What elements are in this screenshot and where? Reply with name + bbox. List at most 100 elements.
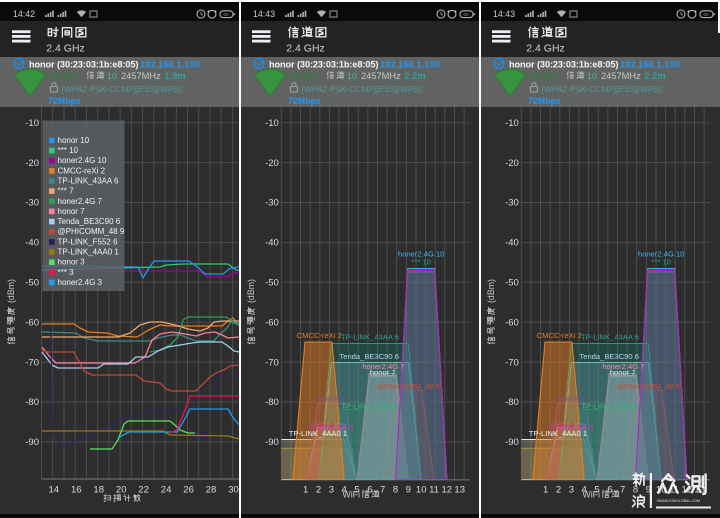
svg-text:10: 10 [107, 71, 117, 81]
svg-text:2.2m: 2.2m [645, 71, 666, 81]
svg-text:[WPA2-PSK-CCMP][ESS][WPS]: [WPA2-PSK-CCMP][ESS][WPS] [301, 84, 423, 94]
svg-text:TP-LINK_F552 6: TP-LINK_F552 6 [581, 402, 638, 411]
svg-text:honer2.4G 10: honer2.4G 10 [398, 250, 444, 259]
svg-text:-50: -50 [505, 278, 519, 289]
svg-text:5: 5 [594, 485, 599, 496]
svg-text:honor 3: honor 3 [559, 394, 585, 403]
svg-text:@PHICOMM_48 9: @PHICOMM_48 9 [58, 227, 125, 236]
svg-text:-60: -60 [505, 317, 519, 328]
svg-text:honer2.4G 3: honer2.4G 3 [551, 423, 593, 432]
svg-text:2: 2 [316, 485, 321, 496]
svg-text:TP-LINK_4AA0 1: TP-LINK_4AA0 1 [289, 429, 347, 438]
svg-text:3C1WW_E5F11 1: 3C1WW_E5F11 1 [526, 441, 582, 448]
svg-text:-10: -10 [265, 118, 279, 129]
svg-text:7: 7 [620, 485, 625, 496]
svg-text:7: 7 [380, 485, 385, 496]
svg-text:10: 10 [656, 485, 667, 496]
svg-text:192.168.1.100: 192.168.1.100 [140, 60, 199, 70]
svg-text:TP-LINK_4AA0 1: TP-LINK_4AA0 1 [529, 429, 587, 438]
svg-text:1: 1 [303, 485, 308, 496]
svg-text:14:43: 14:43 [493, 9, 515, 19]
svg-text:TP-LINK_F552 6: TP-LINK_F552 6 [341, 402, 398, 411]
svg-text:@PHICOMM_48 9: @PHICOMM_48 9 [377, 382, 440, 391]
svg-text:192.168.1.100: 192.168.1.100 [620, 60, 679, 70]
svg-text:8: 8 [633, 485, 638, 496]
svg-text:-40: -40 [25, 238, 39, 249]
svg-text:*** 10: *** 10 [651, 258, 670, 267]
svg-text:[WPA2-PSK-CCMP][ESS][WPS]: [WPA2-PSK-CCMP][ESS][WPS] [61, 84, 183, 94]
svg-text:2: 2 [556, 485, 561, 496]
svg-text:TP-LINK_43AA 6: TP-LINK_43AA 6 [341, 333, 399, 342]
svg-text:-60: -60 [265, 317, 279, 328]
svg-text:honer2.4G 10: honer2.4G 10 [638, 250, 684, 259]
svg-text:-20: -20 [265, 158, 279, 169]
svg-text:72Mbps: 72Mbps [48, 96, 81, 106]
svg-text:18: 18 [93, 485, 104, 496]
svg-text:11: 11 [429, 485, 439, 496]
svg-text:192.168.1.100: 192.168.1.100 [380, 60, 439, 70]
svg-text:honer2.4G 7: honer2.4G 7 [58, 197, 103, 206]
svg-text:2.4 GHz: 2.4 GHz [286, 42, 325, 54]
svg-text:honor 3: honor 3 [319, 394, 345, 403]
svg-text:28: 28 [206, 485, 217, 496]
svg-text:honer2.4G 3: honer2.4G 3 [58, 278, 103, 287]
svg-text:honor (30:23:03:1b:e8:05): honor (30:23:03:1b:e8:05) [269, 60, 378, 70]
svg-text:WiFi: WiFi [342, 490, 360, 500]
svg-text:9: 9 [646, 485, 651, 496]
svg-text:-90: -90 [505, 437, 519, 448]
svg-text:honer2.4G 7: honer2.4G 7 [602, 362, 644, 371]
svg-text:72Mbps: 72Mbps [288, 96, 321, 106]
svg-text:-20: -20 [505, 158, 519, 169]
svg-text:honor 7: honor 7 [610, 368, 636, 377]
svg-text:-40: -40 [265, 238, 279, 249]
svg-text:*** 3: *** 3 [559, 422, 574, 431]
svg-text:14:43: 14:43 [253, 9, 275, 19]
svg-text:TP-LINK_43AA 6: TP-LINK_43AA 6 [58, 177, 119, 186]
svg-text:-80: -80 [265, 397, 279, 408]
svg-text:1: 1 [543, 485, 548, 496]
svg-text:3: 3 [569, 485, 574, 496]
svg-text:16: 16 [71, 485, 82, 496]
svg-text:60: 60 [703, 12, 709, 18]
svg-text:honor 7: honor 7 [370, 368, 396, 377]
svg-text:-20: -20 [25, 158, 39, 169]
svg-text:TP-LINK_F552 6: TP-LINK_F552 6 [58, 237, 119, 246]
svg-text:8: 8 [393, 485, 398, 496]
svg-text:-46dBm: -46dBm [528, 71, 561, 81]
svg-text:-30: -30 [25, 198, 39, 209]
svg-text:-30: -30 [265, 198, 279, 209]
svg-text:22: 22 [138, 485, 149, 496]
svg-text:honor 7: honor 7 [58, 207, 86, 216]
svg-text:-10: -10 [25, 118, 39, 129]
svg-text:5: 5 [354, 485, 359, 496]
svg-text:6: 6 [607, 485, 612, 496]
svg-text:CMCC-reXi 2: CMCC-reXi 2 [58, 166, 106, 175]
svg-text:10: 10 [416, 485, 427, 496]
svg-text:12: 12 [442, 485, 453, 496]
svg-text:-40: -40 [505, 238, 519, 249]
svg-text:-90: -90 [265, 437, 279, 448]
svg-text:9: 9 [406, 485, 411, 496]
svg-text:-10: -10 [505, 118, 519, 129]
svg-text:60: 60 [463, 12, 469, 18]
svg-text:honer2.4G 7: honer2.4G 7 [362, 362, 404, 371]
svg-text:CMCC-reXi 2: CMCC-reXi 2 [537, 331, 582, 340]
svg-text:*** 7: *** 7 [58, 187, 75, 196]
svg-text:26: 26 [183, 485, 194, 496]
svg-text:-46dBm: -46dBm [288, 71, 321, 81]
svg-text:2457MHz: 2457MHz [601, 71, 641, 81]
svg-text:SINASHOWGLOBAL.COM: SINASHOWGLOBAL.COM [657, 499, 700, 503]
svg-text:-60: -60 [25, 317, 39, 328]
svg-text:Tenda_BE3C90 6: Tenda_BE3C90 6 [579, 352, 639, 361]
svg-text:(dBm): (dBm) [486, 279, 496, 303]
svg-text:-80: -80 [505, 397, 519, 408]
svg-text:4: 4 [582, 485, 587, 496]
svg-text:6: 6 [367, 485, 372, 496]
svg-text:-80: -80 [25, 397, 39, 408]
svg-text:14:42: 14:42 [13, 9, 35, 19]
svg-text:honor 3: honor 3 [58, 258, 86, 267]
svg-text:30: 30 [228, 485, 239, 496]
svg-text:3C1WW_E5F11 1: 3C1WW_E5F11 1 [286, 441, 342, 448]
svg-text:72Mbps: 72Mbps [528, 96, 561, 106]
svg-text:2457MHz: 2457MHz [361, 71, 401, 81]
